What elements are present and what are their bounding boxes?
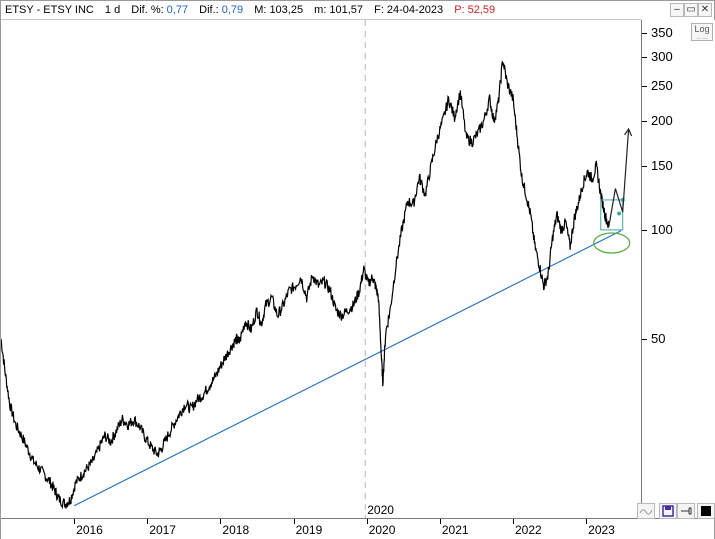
symbol-label: ETSY - ETSY INC	[5, 4, 94, 16]
price-axis-tick-mark	[642, 338, 647, 340]
max-label: M:	[254, 4, 267, 16]
time-axis-tick-mark	[366, 519, 368, 524]
price-axis-tick-mark	[642, 120, 647, 122]
maximize-button[interactable]: ▭	[684, 3, 698, 17]
time-axis-tick-mark	[439, 519, 441, 524]
highlight-ellipse	[593, 232, 631, 254]
time-axis-tick-label: 2021	[441, 523, 469, 537]
price-axis-tick-label: 150	[651, 158, 673, 174]
time-axis-tick-mark	[220, 519, 222, 524]
price-plot[interactable]: 2020	[1, 20, 641, 518]
time-axis-tick-label: 2023	[588, 523, 615, 537]
price-axis-tick-mark	[642, 229, 647, 231]
min-value: 101,57	[329, 4, 364, 16]
diff-pct-value: 0,77	[166, 4, 189, 16]
projection-path	[608, 128, 630, 227]
time-axis-tick-mark	[293, 519, 295, 524]
target-rectangle	[600, 199, 624, 231]
price-axis-tick-label: 50	[651, 330, 666, 346]
price-axis[interactable]: 50 100 150 200 250 300 350	[641, 20, 715, 518]
time-axis-tick-label: 2016	[76, 523, 103, 537]
max-value: 103,25	[269, 4, 304, 16]
price-axis-tick-mark	[642, 32, 647, 34]
price-axis-tick-label: 350	[651, 24, 673, 40]
diff-pct-label: Dif. %:	[131, 4, 164, 16]
price-value: 52,59	[467, 4, 496, 16]
log-scale-button[interactable]: Log — —	[691, 23, 713, 42]
header-bar: ETSY - ETSY INC 1 d Dif. %: 0,77 Dif.: 0,7…	[1, 1, 641, 20]
minimize-button[interactable]: ‒	[670, 3, 684, 17]
date-value: 24-04-2023	[386, 4, 444, 16]
save-icon[interactable]	[659, 503, 677, 519]
price-axis-tick-mark	[642, 166, 647, 168]
time-axis-tick-label: 2022	[515, 523, 542, 537]
pin-icon[interactable]	[677, 503, 695, 519]
diff-label: Dif.:	[199, 4, 219, 16]
price-label: P:	[454, 4, 465, 16]
support-trendline	[73, 230, 622, 507]
target-marker	[617, 211, 622, 216]
time-axis-tick-label: 2018	[222, 523, 250, 537]
close-button[interactable]: ✕	[698, 3, 712, 17]
price-axis-tick-mark	[642, 57, 647, 59]
time-axis-tick-mark	[74, 519, 76, 524]
time-axis-tick-label: 2017	[149, 523, 176, 537]
diff-value: 0,79	[221, 4, 244, 16]
interval-label[interactable]: 1 d	[104, 4, 121, 16]
time-axis[interactable]: 2016 2017 2018 2019 2020 2021 2022 2023	[1, 518, 714, 539]
price-axis-tick-label: 300	[651, 49, 673, 65]
time-axis-tick-mark	[586, 519, 588, 524]
time-axis-tick-label: 2019	[295, 523, 323, 537]
projection-arrowhead	[624, 127, 633, 137]
wave-icon[interactable]	[637, 503, 655, 519]
year-divider-label: 2020	[367, 503, 394, 517]
time-axis-tick-mark	[147, 519, 149, 524]
price-axis-tick-label: 200	[651, 112, 673, 128]
date-label: F:	[374, 4, 384, 16]
price-line	[1, 61, 610, 510]
price-axis-tick-label: 100	[651, 221, 673, 237]
color-box-icon[interactable]	[697, 503, 715, 519]
time-axis-tick-label: 2020	[368, 523, 396, 537]
min-label: m:	[314, 4, 327, 16]
price-axis-tick-label: 250	[651, 77, 673, 93]
time-axis-tick-mark	[513, 519, 514, 524]
price-axis-tick-mark	[642, 85, 647, 87]
